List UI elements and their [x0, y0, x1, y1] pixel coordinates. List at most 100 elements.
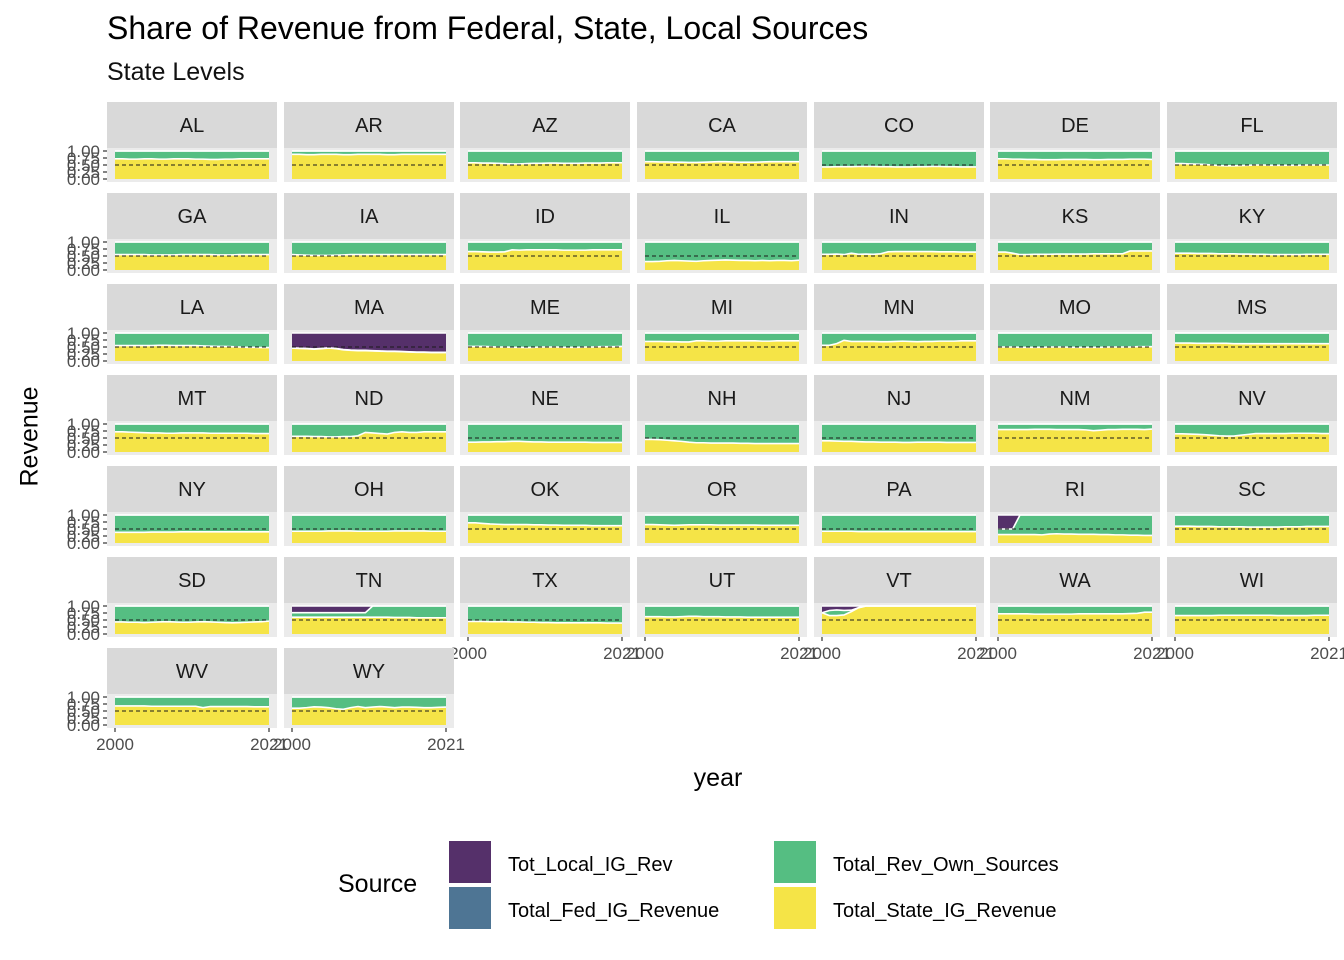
- facet-strip: [284, 284, 454, 330]
- facet-label: NE: [531, 388, 559, 410]
- facet-strip: [814, 557, 984, 603]
- y-tick-label: 0.25: [67, 527, 100, 546]
- facet-ma: MA: [284, 284, 454, 364]
- facet-oh: OH: [284, 466, 454, 546]
- boundary-line-state: [468, 522, 622, 527]
- facet-strip: [460, 284, 630, 330]
- facet-label: TX: [532, 570, 558, 592]
- area-own-sources: [822, 424, 976, 443]
- facet-strip: [814, 375, 984, 421]
- boundary-line-state: [822, 440, 976, 444]
- facet-label: MT: [178, 388, 207, 410]
- area-own-sources: [115, 333, 269, 348]
- facet-strip: [284, 648, 454, 694]
- facet-label: TN: [356, 570, 383, 592]
- facet-strip: [107, 648, 277, 694]
- y-tick-label: 0.25: [67, 163, 100, 182]
- y-tick-label: 0.50: [67, 702, 100, 721]
- boundary-line-own: [291, 347, 446, 354]
- legend-key-federal: [448, 886, 492, 930]
- facet-label: WI: [1240, 570, 1264, 592]
- boundary-line-state: [645, 160, 799, 164]
- facet-al: AL 0.000.250.500.751.00: [67, 102, 277, 189]
- area-own-sources: [1175, 151, 1329, 166]
- area-own-sources: [468, 515, 622, 526]
- facet-strip: [990, 466, 1160, 512]
- y-tick-label: 0.00: [67, 352, 100, 371]
- y-tick-label: 0.75: [67, 149, 100, 168]
- area-state-ig-revenue: [115, 531, 269, 543]
- facet-ne: NE: [460, 375, 630, 455]
- facet-strip: [460, 102, 630, 148]
- area-own-sources: [292, 424, 446, 437]
- facet-label: MO: [1059, 297, 1091, 319]
- facet-wi: WI 2000 2021: [1156, 557, 1344, 663]
- facet-label: SC: [1238, 479, 1266, 501]
- boundary-line-state: [998, 428, 1153, 432]
- facet-strip: [460, 557, 630, 603]
- area-own-sources: [998, 515, 1152, 536]
- area-state-ig-revenue: [115, 345, 269, 361]
- y-tick-label: 1.00: [67, 142, 100, 161]
- facet-label: ME: [530, 297, 560, 319]
- facet-strip: [107, 375, 277, 421]
- facet-id: ID: [460, 193, 630, 273]
- facet-label: NJ: [887, 388, 911, 410]
- x-tick-label: 2000: [1156, 644, 1194, 663]
- area-state-ig-revenue: [292, 617, 446, 634]
- area-state-ig-revenue: [1175, 253, 1329, 270]
- facet-mt: MT 0.000.250.500.751.00: [67, 375, 277, 462]
- boundary-line-state: [1175, 525, 1329, 528]
- x-tick-label: 2021: [780, 644, 818, 663]
- area-state-ig-revenue: [115, 254, 269, 270]
- facet-strip: [107, 466, 277, 512]
- area-state-ig-revenue: [292, 706, 446, 725]
- facet-ms: MS: [1167, 284, 1337, 364]
- facet-strip: [284, 466, 454, 512]
- area-own-sources: [822, 515, 976, 532]
- facet-strip: [814, 102, 984, 148]
- y-tick-label: 1.00: [67, 324, 100, 343]
- y-tick-label: 0.00: [67, 261, 100, 280]
- facet-label: WA: [1059, 570, 1091, 592]
- chart-subtitle: State Levels: [107, 58, 245, 86]
- area-own-sources: [115, 697, 269, 708]
- boundary-line-state: [1175, 342, 1329, 345]
- area-state-ig-revenue: [822, 440, 976, 452]
- facet-nh: NH: [637, 375, 807, 455]
- facet-ny: NY 0.000.250.500.751.00: [67, 466, 277, 553]
- facet-label: AL: [180, 115, 204, 137]
- area-state-ig-revenue: [292, 530, 446, 543]
- facet-ia: IA: [284, 193, 454, 273]
- area-own-sources: [1175, 515, 1329, 528]
- y-tick-label: 0.50: [67, 429, 100, 448]
- y-tick-label: 0.75: [67, 422, 100, 441]
- legend-label-own-sources: Total_Rev_Own_Sources: [833, 854, 1059, 876]
- area-own-sources: [115, 515, 269, 533]
- facet-la: LA 0.000.250.500.751.00: [67, 284, 277, 371]
- area-own-sources: [998, 242, 1152, 255]
- facet-label: OR: [707, 479, 737, 501]
- area-state-ig-revenue: [468, 162, 622, 179]
- facet-label: UT: [709, 570, 736, 592]
- facet-label: ID: [535, 206, 555, 228]
- boundary-line-state: [998, 611, 1152, 615]
- facet-label: KS: [1062, 206, 1089, 228]
- boundary-line-state: [822, 165, 976, 168]
- facet-nd: ND: [284, 375, 454, 455]
- area-own-sources: [1175, 606, 1329, 616]
- y-tick-label: 1.00: [67, 597, 100, 616]
- boundary-line-state: [115, 158, 269, 161]
- facet-strip: [990, 375, 1160, 421]
- area-state-ig-revenue: [115, 431, 269, 452]
- area-own-sources: [645, 606, 799, 618]
- facet-strip: [107, 193, 277, 239]
- x-tick-label: 2000: [273, 735, 311, 754]
- y-tick-label: 0.50: [67, 338, 100, 357]
- facet-vt: VT 2000 2021: [803, 557, 995, 663]
- area-own-sources: [998, 606, 1152, 615]
- facet-strip: [814, 466, 984, 512]
- area-state-ig-revenue: [292, 348, 446, 361]
- area-state-ig-revenue: [1175, 615, 1329, 634]
- facet-nj: NJ: [814, 375, 984, 455]
